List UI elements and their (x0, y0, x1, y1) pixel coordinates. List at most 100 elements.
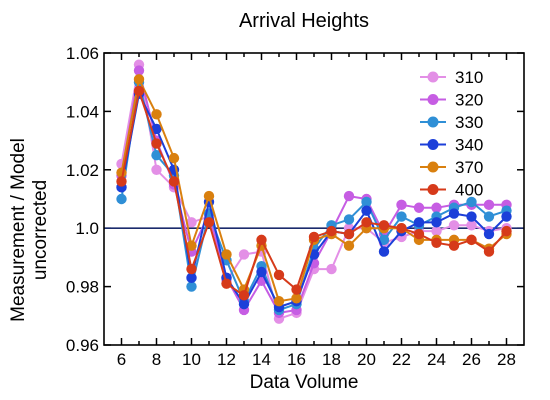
series-330-point (343, 214, 355, 225)
series-340-point (238, 298, 250, 310)
series-340-point (448, 208, 460, 219)
plot-frame (103, 52, 525, 346)
legend-marker (427, 94, 439, 105)
x-tick-label: 8 (152, 350, 161, 369)
series-370-point (343, 240, 355, 251)
x-tick-label: 12 (217, 350, 236, 369)
series-330-point (361, 196, 372, 208)
series-340-point (413, 217, 425, 228)
series-400-point (256, 234, 267, 246)
series-310-point (431, 225, 442, 237)
series-320-point (133, 65, 145, 76)
y-tick-label: 1.06 (66, 44, 99, 63)
series-340-point (483, 228, 495, 240)
series-370-point (133, 74, 145, 85)
series-310-point (466, 220, 477, 231)
series-340-point (186, 272, 197, 284)
legend-label: 330 (455, 113, 483, 132)
series-370-point (221, 249, 232, 260)
series-310-line (120, 64, 507, 320)
x-tick-label: 24 (427, 350, 446, 369)
y-tick-label: 0.96 (66, 336, 99, 355)
series-400-point (326, 225, 337, 237)
series-330-point (466, 196, 477, 208)
series-400-point (291, 284, 302, 295)
series-400-point (273, 269, 285, 281)
series-370-point (273, 296, 285, 307)
series-330-point (378, 234, 390, 246)
series-400-point (378, 220, 390, 231)
series-320-point (343, 190, 355, 202)
y-tick-label: 1.0 (75, 219, 99, 238)
series-370-point (151, 109, 162, 120)
series-400-point (343, 228, 355, 240)
series-320-line (120, 70, 507, 315)
series-400-point (116, 176, 127, 187)
series-310-point (326, 263, 337, 275)
series-340-point (361, 205, 372, 216)
x-tick-label: 28 (497, 350, 516, 369)
series-400-point (483, 246, 495, 257)
series-370-point (168, 152, 180, 164)
series-370-point (186, 240, 197, 251)
y-tick-label: 1.04 (66, 102, 99, 121)
x-tick-label: 20 (357, 350, 376, 369)
legend-label: 370 (455, 158, 483, 177)
x-tick-label: 16 (287, 350, 306, 369)
series-370-point (291, 293, 302, 304)
series-330-point (116, 193, 127, 205)
series-340-point (466, 211, 477, 222)
series-330-point (186, 281, 197, 292)
series-310-point (448, 220, 460, 231)
y-axis-label-line-2: uncorrected (30, 180, 51, 280)
series-400-point (396, 223, 407, 234)
series-400-point (133, 85, 145, 97)
series-340-point (501, 211, 512, 222)
series-340-point (431, 217, 442, 228)
series-330-point (396, 211, 407, 222)
y-tick-label: 1.02 (66, 161, 99, 180)
x-tick-label: 26 (462, 350, 481, 369)
x-tick-label: 14 (252, 350, 271, 369)
y-axis-label-line-1: Measurement / Model (8, 138, 29, 322)
legend-marker (427, 71, 439, 83)
legend-label: 320 (455, 91, 483, 110)
series-340-point (256, 266, 267, 278)
series-330-point (483, 211, 495, 222)
series-400-point (448, 240, 460, 251)
series-340-line (120, 90, 508, 309)
series-400-point (238, 290, 250, 301)
series-310-point (186, 217, 197, 228)
legend-label: 310 (455, 68, 483, 87)
series-400-point (361, 217, 372, 228)
series-400-point (501, 225, 512, 237)
chart-title: Arrival Heights (239, 10, 369, 32)
series-400-point (308, 231, 320, 243)
y-axis-label: Measurement / Model uncorrected (8, 138, 51, 322)
series-320-point (396, 199, 407, 211)
x-tick-label: 18 (322, 350, 341, 369)
series-320-point (413, 202, 425, 213)
legend-label: 340 (455, 136, 483, 155)
legend-marker (427, 161, 439, 173)
series-310-point (238, 249, 250, 260)
legend-label: 400 (455, 181, 483, 200)
series-310-point (151, 164, 162, 175)
series-400-point (466, 234, 477, 246)
y-tick-label: 0.98 (66, 278, 99, 297)
x-tick-label: 10 (182, 350, 201, 369)
x-tick-label: 6 (117, 350, 126, 369)
series-320-point (431, 202, 442, 213)
series-400-point (186, 263, 197, 275)
series-370-point (203, 190, 215, 202)
series-400-point (413, 228, 425, 240)
series-320-point (483, 199, 495, 211)
plot-area: 0.96 0.98 1.0 1.02 1.04 1.06 6 8 10 12 14 16 18 20 22 2… (66, 44, 525, 369)
legend-marker (427, 139, 439, 150)
series-340-point (378, 246, 390, 257)
x-axis-label: Data Volume (250, 372, 359, 393)
series-400-point (221, 278, 232, 289)
series-400-point (431, 237, 442, 248)
legend-marker (427, 184, 439, 195)
